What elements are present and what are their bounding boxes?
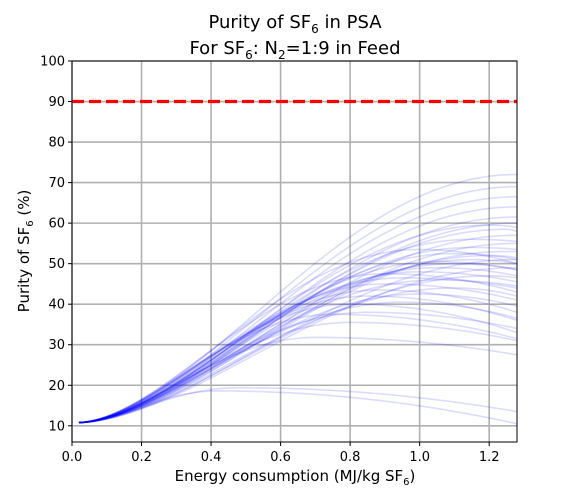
x-tick-label: 0.8 bbox=[340, 450, 361, 465]
series-line bbox=[78, 279, 518, 424]
series-line bbox=[78, 258, 518, 424]
series-line bbox=[78, 266, 518, 424]
series-lines bbox=[78, 173, 518, 425]
y-tick-label: 30 bbox=[48, 338, 65, 353]
y-tick-label: 60 bbox=[48, 217, 65, 232]
series-line bbox=[78, 216, 518, 424]
series-line bbox=[78, 270, 518, 424]
series-line bbox=[78, 295, 518, 424]
series-line bbox=[78, 293, 518, 424]
x-tick-label: 1.2 bbox=[479, 450, 500, 465]
series-line bbox=[78, 336, 518, 424]
series-line bbox=[78, 386, 518, 424]
series-line bbox=[78, 289, 518, 424]
series-line bbox=[78, 390, 518, 425]
y-tick-label: 20 bbox=[48, 379, 65, 394]
x-axis-label: Energy consumption (MJ/kg SF6) bbox=[175, 467, 416, 488]
series-line bbox=[78, 303, 518, 424]
x-tick-label: 1.0 bbox=[409, 450, 430, 465]
series-line bbox=[78, 283, 518, 424]
series-line bbox=[78, 262, 518, 424]
x-tick-label: 0.2 bbox=[131, 450, 152, 465]
chart-title-line1: Purity of SF6 in PSA bbox=[208, 12, 382, 36]
series-line bbox=[78, 185, 518, 424]
y-tick-label: 90 bbox=[48, 95, 65, 110]
series-line bbox=[78, 301, 518, 424]
y-tick-label: 100 bbox=[40, 55, 65, 70]
series-line bbox=[78, 228, 518, 424]
series-line bbox=[78, 173, 518, 424]
y-tick-label: 40 bbox=[48, 298, 65, 313]
series-line bbox=[78, 248, 518, 424]
x-tick-label: 0.0 bbox=[62, 450, 83, 465]
series-line bbox=[78, 246, 518, 424]
series-line bbox=[78, 250, 517, 424]
series-line bbox=[78, 224, 518, 424]
y-tick-label: 80 bbox=[48, 136, 65, 151]
series-line bbox=[78, 238, 518, 424]
y-tick-label: 70 bbox=[48, 176, 65, 191]
chart-title-line2: For SF6: N2=1:9 in Feed bbox=[189, 38, 400, 62]
y-tick-label: 50 bbox=[48, 257, 65, 272]
axis-ticks: 0.0 0.2 0.4 0.6 0.8 1.0 1.2 10 20 30 40 50 60 70 80 90 1… bbox=[40, 55, 499, 466]
y-tick-label: 10 bbox=[48, 419, 65, 434]
series-line bbox=[78, 277, 518, 424]
series-line bbox=[78, 260, 518, 424]
series-line bbox=[78, 272, 518, 424]
series-line bbox=[78, 222, 518, 424]
series-line bbox=[78, 321, 518, 424]
series-line bbox=[78, 258, 518, 424]
series-line bbox=[78, 311, 518, 424]
series-line bbox=[78, 252, 518, 424]
series-line bbox=[78, 275, 518, 424]
series-line bbox=[78, 206, 518, 424]
series-line bbox=[78, 234, 518, 424]
series-line bbox=[78, 195, 518, 424]
series-line bbox=[78, 266, 518, 424]
series-line bbox=[78, 287, 518, 424]
series-line bbox=[78, 313, 518, 424]
x-tick-label: 0.6 bbox=[270, 450, 291, 465]
series-line bbox=[78, 254, 518, 424]
y-axis-label: Purity of SF6 (%) bbox=[15, 190, 36, 313]
x-tick-label: 0.4 bbox=[201, 450, 222, 465]
series-line bbox=[78, 242, 518, 424]
plot-frame bbox=[71, 60, 518, 443]
